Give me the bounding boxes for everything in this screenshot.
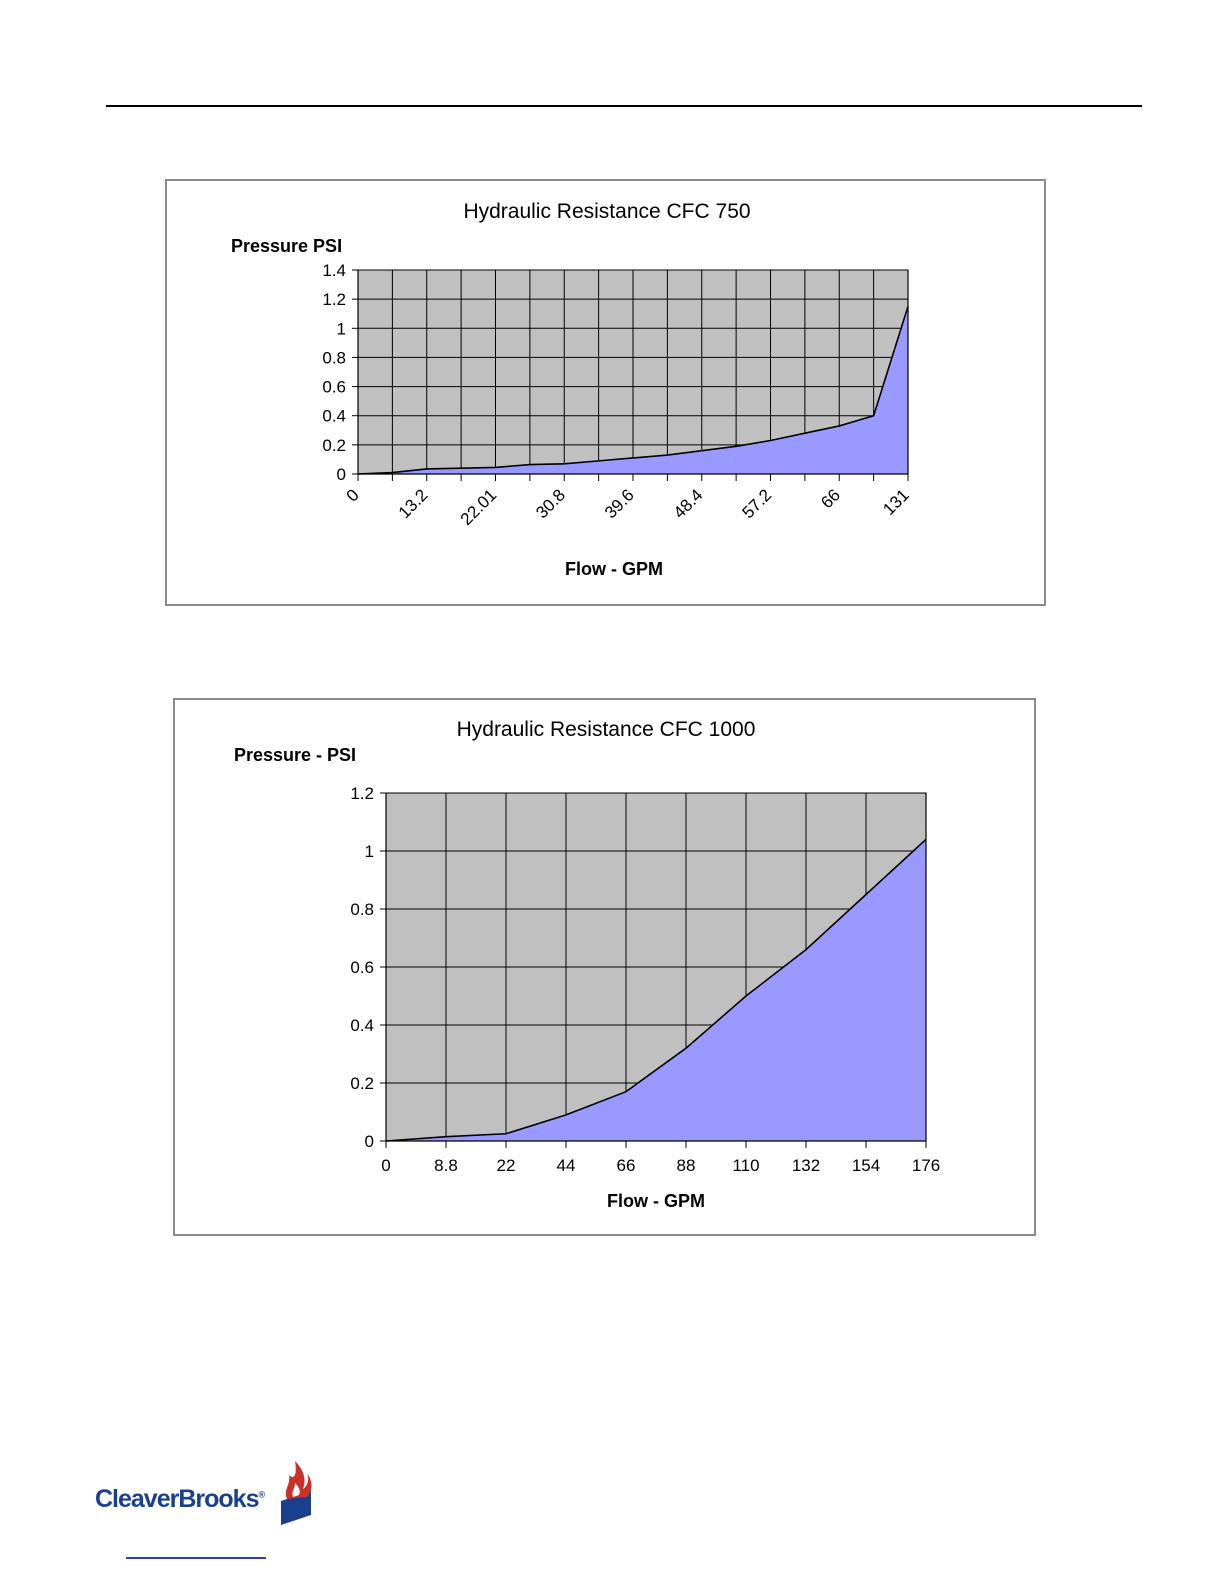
- x-tick-label: 22: [497, 1156, 516, 1175]
- y-tick-label: 0.2: [350, 1074, 374, 1093]
- logo-text: CleaverBrooks: [95, 1485, 259, 1513]
- area-series-fill: [358, 306, 908, 474]
- y-tick-label: 0.2: [322, 436, 346, 455]
- y-tick-label: 1: [337, 319, 346, 338]
- y-tick-label: 0.6: [322, 378, 346, 397]
- x-tick-label: 22.01: [457, 485, 501, 529]
- chart-title: Hydraulic Resistance CFC 750: [463, 200, 750, 223]
- y-tick-label: 0.4: [350, 1016, 374, 1035]
- x-tick-label: 66: [817, 485, 844, 512]
- x-tick-label: 0: [381, 1156, 390, 1175]
- x-tick-label: 110: [732, 1156, 759, 1175]
- x-tick-label: 154: [852, 1156, 880, 1175]
- footer-link-underline: [126, 1557, 266, 1559]
- y-tick-label: 1: [365, 842, 374, 861]
- area-series-line: [385, 838, 927, 1142]
- y-tick-label: 1.2: [322, 290, 346, 309]
- chart-title: Hydraulic Resistance CFC 1000: [457, 718, 756, 741]
- y-axis-title: Pressure PSI: [231, 236, 342, 256]
- x-tick-label: 132: [792, 1156, 820, 1175]
- logo-wordmark: CleaverBrooks®: [95, 1485, 265, 1514]
- x-tick-label: 44: [557, 1156, 576, 1175]
- cleaver-brooks-logo: CleaverBrooks®: [93, 1455, 323, 1535]
- x-tick-label: 176: [912, 1156, 940, 1175]
- y-tick-label: 1.4: [322, 261, 346, 280]
- y-tick-label: 0.8: [350, 900, 374, 919]
- y-tick-label: 0.8: [322, 348, 346, 367]
- y-tick-label: 0: [337, 465, 346, 484]
- x-tick-label: 8.8: [434, 1156, 458, 1175]
- x-tick-label: 13.2: [395, 485, 432, 522]
- x-tick-label: 57.2: [738, 485, 775, 522]
- chart-cfc-750: Hydraulic Resistance CFC 750 Pressure PSI…: [165, 179, 1046, 606]
- x-tick-label: 39.6: [601, 485, 638, 522]
- y-tick-label: 0.6: [350, 958, 374, 977]
- header-rule: [106, 105, 1142, 107]
- logo-registered-mark: ®: [258, 1489, 265, 1500]
- chart-cfc-750-svg: Hydraulic Resistance CFC 750 Pressure PSI…: [231, 200, 913, 579]
- y-tick-label: 1.2: [350, 784, 374, 803]
- y-tick-label: 0.4: [322, 407, 346, 426]
- x-tick-label: 88: [677, 1156, 696, 1175]
- x-tick-label: 30.8: [532, 485, 569, 522]
- chart-cfc-1000: Hydraulic Resistance CFC 1000 Pressure - …: [173, 698, 1036, 1236]
- area-series-fill: [386, 839, 926, 1141]
- area-series-line: [357, 306, 909, 475]
- x-tick-label: 0: [343, 485, 363, 505]
- y-tick-label: 0: [365, 1132, 374, 1151]
- y-axis-title: Pressure - PSI: [234, 745, 356, 765]
- x-tick-label: 48.4: [670, 485, 707, 522]
- x-axis-title: Flow - GPM: [565, 559, 663, 579]
- x-tick-label: 131: [879, 485, 912, 518]
- x-tick-label: 66: [617, 1156, 636, 1175]
- flame-icon: [281, 1461, 312, 1525]
- chart-cfc-1000-svg: Hydraulic Resistance CFC 1000 Pressure - …: [234, 718, 940, 1211]
- x-axis-title: Flow - GPM: [607, 1191, 705, 1211]
